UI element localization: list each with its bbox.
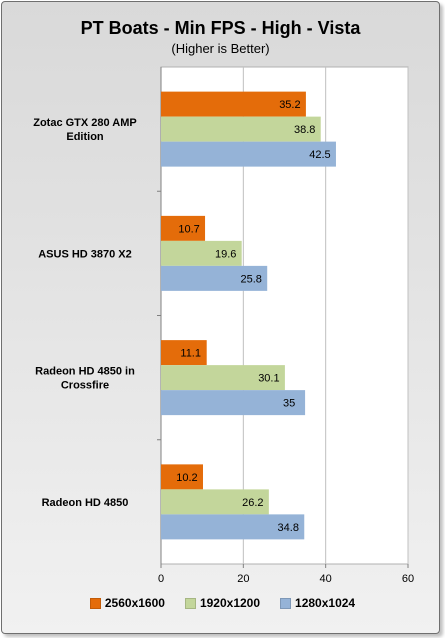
legend-swatch: [89, 597, 101, 609]
x-tick-label: 20: [237, 573, 249, 585]
bar: [161, 91, 306, 117]
legend-label: 1920x1200: [199, 596, 261, 610]
bar: [161, 514, 305, 540]
data-label: 19.6: [215, 248, 236, 260]
data-label: 35: [283, 398, 295, 410]
bar: [161, 489, 269, 515]
data-label: 26.2: [242, 497, 263, 509]
bar: [161, 340, 207, 366]
bar: [161, 365, 285, 391]
legend-label: 2560x1600: [104, 596, 165, 610]
legend-swatch: [184, 597, 196, 609]
category-label: Zotac GTX 280 AMP Edition: [33, 117, 137, 143]
bar: [161, 265, 268, 291]
legend-item: 2560x1600: [89, 596, 165, 610]
legend-item: 1280x1024: [280, 596, 355, 610]
category-label: Radeon HD 4850: [42, 497, 129, 509]
legend: 2560x1600 1920x1200 1280x1024: [0, 596, 445, 610]
legend-item: 1920x1200: [184, 596, 261, 610]
bar: [161, 215, 206, 241]
data-label: 30.1: [258, 373, 279, 385]
bar: [161, 240, 242, 266]
data-label: 25.8: [240, 273, 261, 285]
bar: [161, 141, 336, 167]
bar: [161, 390, 306, 416]
data-label: 38.8: [294, 124, 315, 136]
x-tick-label: 40: [320, 573, 332, 585]
x-tick-label: 0: [158, 573, 164, 585]
bar: [161, 116, 321, 142]
x-tick-label: 60: [402, 573, 414, 585]
legend-swatch: [280, 597, 292, 609]
data-label: 11.1: [180, 348, 201, 360]
data-label: 42.5: [309, 149, 330, 161]
legend-label: 1280x1024: [295, 596, 356, 610]
data-label: 10.7: [178, 223, 199, 235]
category-label: ASUS HD 3870 X2: [38, 248, 132, 260]
chart-title: PT Boats - Min FPS - High - Vista: [80, 18, 361, 38]
bar: [161, 464, 203, 490]
data-label: 10.2: [176, 472, 197, 484]
category-label: Radeon HD 4850 in Crossfire: [35, 366, 135, 392]
chart-subtitle: (Higher is Better): [171, 41, 270, 56]
data-label: 35.2: [279, 99, 300, 111]
data-label: 34.8: [278, 522, 299, 534]
